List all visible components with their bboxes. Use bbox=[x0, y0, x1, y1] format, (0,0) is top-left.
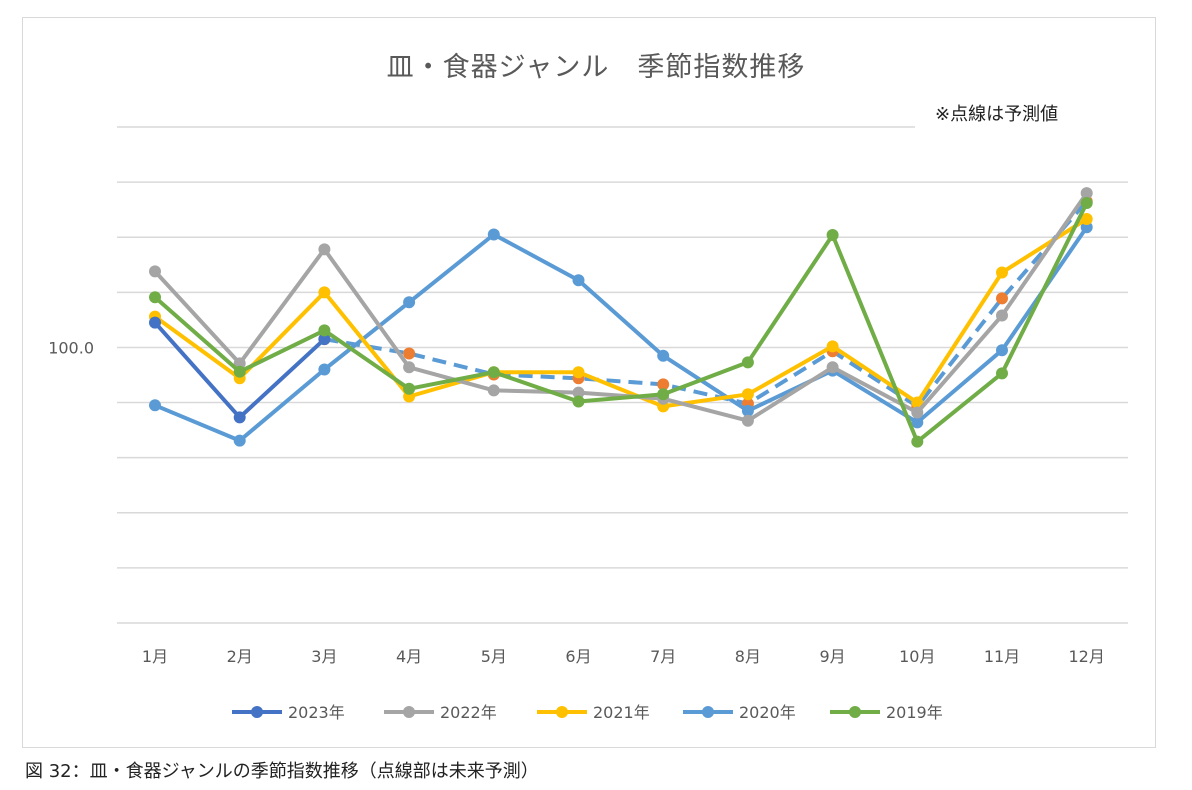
figure-caption: 図 32：皿・食器ジャンルの季節指数推移（点線部は未来予測） bbox=[25, 761, 539, 782]
series-2022-point bbox=[996, 309, 1008, 322]
legend-swatch-marker bbox=[849, 706, 861, 718]
x-tick-label: 5月 bbox=[481, 647, 507, 666]
series-2022-point bbox=[911, 406, 924, 419]
series-2019-line bbox=[153, 202, 1089, 444]
x-tick-label: 2月 bbox=[227, 647, 253, 666]
series-2023-point bbox=[233, 411, 246, 424]
forecast-point bbox=[996, 292, 1008, 305]
x-tick-label: 12月 bbox=[1069, 647, 1105, 666]
series-2019-point bbox=[741, 356, 754, 369]
series-2019-point bbox=[318, 324, 331, 337]
series-2022-point bbox=[487, 384, 500, 397]
x-tick-label: 8月 bbox=[735, 647, 761, 666]
legend-label: 2022年 bbox=[440, 703, 497, 722]
legend-label: 2021年 bbox=[593, 703, 650, 722]
series-2022-point bbox=[741, 414, 754, 427]
x-tick-label: 10月 bbox=[899, 647, 935, 666]
series-2022-point bbox=[318, 243, 331, 256]
series-2021-point bbox=[741, 388, 754, 401]
series-2021-point bbox=[996, 266, 1008, 279]
series-2021-point bbox=[1080, 213, 1093, 226]
series-2022-point bbox=[826, 361, 839, 374]
series-2019-point bbox=[826, 229, 839, 242]
series-2019-point bbox=[233, 365, 246, 378]
legend: 2023年 2022年 2021年 2020年 2019年 bbox=[232, 703, 943, 722]
series-lines bbox=[149, 187, 1093, 448]
series-2020-point bbox=[1080, 221, 1093, 234]
series-2021-point bbox=[318, 286, 331, 299]
legend-swatch-marker bbox=[702, 706, 714, 718]
series-2020-point bbox=[403, 296, 416, 309]
series-2022-point bbox=[403, 361, 416, 374]
series-2019-point bbox=[996, 367, 1008, 380]
series-2019-point bbox=[487, 366, 500, 379]
x-tick-label: 11月 bbox=[984, 647, 1020, 666]
series-2020-line bbox=[154, 226, 1089, 443]
series-2021-point bbox=[572, 366, 585, 379]
x-tick-label: 6月 bbox=[565, 647, 591, 666]
series-2020-point bbox=[487, 228, 500, 241]
series-2020-point bbox=[318, 363, 331, 376]
x-tick-label: 1月 bbox=[142, 647, 168, 666]
series-2020-point bbox=[657, 349, 670, 362]
series-2019-point bbox=[403, 382, 416, 395]
legend-swatch-marker bbox=[403, 706, 415, 718]
series-2019-point bbox=[911, 435, 924, 448]
legend-label: 2020年 bbox=[739, 703, 796, 722]
x-axis-ticks: 1月 2月 3月 4月 5月 6月 7月 8月 9月 10月 11月 12月 bbox=[142, 647, 1105, 666]
y-tick-label: 100.0 bbox=[48, 338, 94, 357]
series-2020-point bbox=[741, 404, 754, 417]
series-2020-point bbox=[911, 416, 924, 429]
series-2020-point bbox=[996, 344, 1008, 357]
series-2019-point bbox=[1080, 197, 1093, 210]
y-axis-ticks: 100.0 bbox=[48, 338, 94, 357]
forecast-point bbox=[403, 347, 416, 360]
chart-title: 皿・食器ジャンル 季節指数推移 bbox=[386, 52, 806, 83]
legend-swatch-marker bbox=[251, 706, 263, 718]
gridlines bbox=[117, 126, 1128, 624]
legend-label: 2023年 bbox=[288, 703, 345, 722]
x-tick-label: 9月 bbox=[820, 647, 846, 666]
forecast-line bbox=[324, 200, 1089, 410]
series-2021-point bbox=[826, 340, 839, 353]
series-2019-point bbox=[149, 291, 161, 304]
series-2020-point bbox=[149, 399, 161, 412]
x-tick-label: 4月 bbox=[396, 647, 422, 666]
series-2022-point bbox=[149, 265, 161, 278]
forecast-note: ※点線は予測値 bbox=[935, 104, 1059, 125]
series-2023-point bbox=[318, 333, 331, 346]
series-2019-point bbox=[657, 388, 670, 401]
series-2022-line bbox=[153, 191, 1089, 423]
legend-label: 2019年 bbox=[886, 703, 943, 722]
series-2022-point bbox=[572, 386, 585, 399]
series-2023-point bbox=[149, 316, 161, 329]
forecast-point bbox=[657, 378, 670, 391]
series-2020-point bbox=[572, 274, 585, 287]
series-2021-line bbox=[153, 217, 1088, 409]
x-tick-label: 3月 bbox=[311, 647, 337, 666]
series-2019-point bbox=[572, 395, 585, 408]
legend-swatch-marker bbox=[556, 706, 568, 718]
chart-frame bbox=[22, 17, 1156, 748]
x-tick-label: 7月 bbox=[650, 647, 676, 666]
series-2020-point bbox=[233, 434, 246, 447]
series-2021-point bbox=[911, 396, 924, 409]
series-2022-point bbox=[1080, 187, 1093, 200]
